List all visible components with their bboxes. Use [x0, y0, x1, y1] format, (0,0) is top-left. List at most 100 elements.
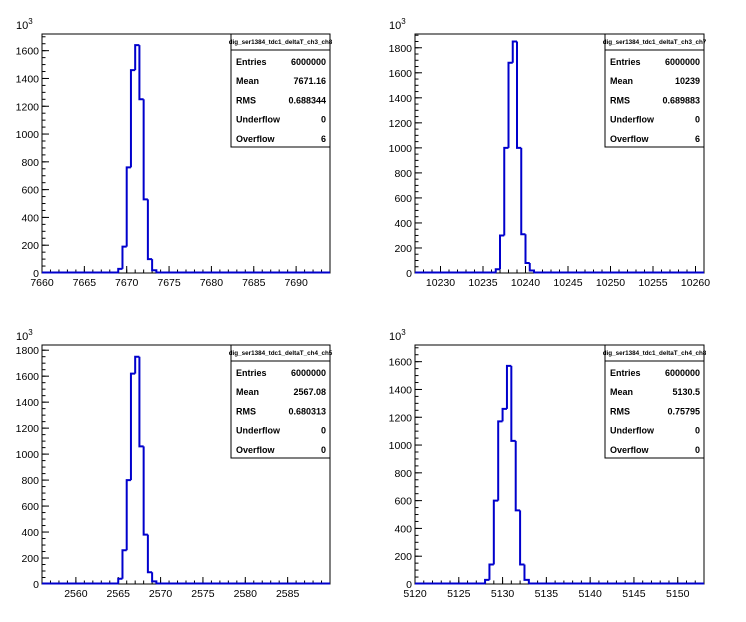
histogram-bin [121, 549, 127, 579]
y-tick-label: 1800 [389, 43, 413, 55]
stats-box-name: dig_ser1384_tdc1_deltaT_ch3_ch8 [229, 39, 333, 46]
y-tick-label: 800 [394, 168, 412, 180]
histogram-bin [494, 268, 500, 273]
histogram-bin [507, 61, 513, 148]
histogram-bin [501, 407, 507, 422]
x-tick-label: 10250 [596, 277, 625, 289]
stats-value-rms: 0.689883 [662, 95, 700, 105]
y-tick-label: 1200 [16, 101, 40, 113]
histogram-bins [415, 40, 704, 274]
y-tick-label: 0 [33, 579, 39, 591]
histogram-bin [511, 40, 517, 63]
stats-value-rms: 0.688344 [288, 95, 326, 105]
histogram-panel-1: 0 200 400 600 800 1000 1200 1400 1600 103 7660 7665… [16, 17, 333, 289]
histogram-bin [151, 259, 158, 273]
stats-value-entries: 6000000 [291, 368, 326, 378]
x-tick-label: 10260 [681, 277, 710, 289]
x-tick-label: 10235 [468, 277, 497, 289]
y-multiplier-base: 10 [16, 20, 28, 32]
y-tick-label: 600 [21, 501, 39, 513]
histogram-bin [134, 355, 140, 374]
y-tick-label: 200 [21, 553, 39, 565]
y-tick-label: 1400 [389, 384, 413, 396]
y-tick-label: 0 [406, 268, 412, 280]
histogram-bin [503, 146, 509, 236]
histogram-bin [516, 41, 522, 149]
stats-label-rms: RMS [236, 406, 256, 416]
x-tick-label: 2575 [191, 588, 215, 600]
stats-label-entries: Entries [610, 368, 641, 378]
y-tick-label: 1600 [389, 68, 413, 80]
x-tick-label: 5150 [666, 588, 690, 600]
x-tick-label: 10230 [426, 277, 455, 289]
y-multiplier-base: 10 [389, 331, 401, 343]
histogram-bin [117, 267, 123, 273]
x-tick-label: 5130 [491, 588, 515, 600]
stats-box-name: dig_ser1384_tdc1_deltaT_ch4_ch5 [229, 350, 333, 357]
y-multiplier-exponent: 3 [28, 17, 33, 26]
y-tick-label: 400 [394, 523, 412, 535]
y-multiplier-exponent: 3 [401, 328, 406, 337]
histogram-bin [125, 166, 131, 247]
stats-box-frame [230, 33, 331, 148]
histogram-bin [142, 446, 148, 536]
histogram-bin [484, 578, 490, 584]
histogram-bins [42, 44, 330, 274]
stats-value-entries: 6000000 [665, 368, 700, 378]
x-tick-label: 7665 [73, 277, 97, 289]
histogram-bin [138, 356, 144, 448]
y-tick-label: 1400 [16, 73, 40, 85]
stats-value-mean: 10239 [675, 76, 700, 86]
histogram-panel-2: 0 200 400 600 800 1000 1200 1400 1600 1800 103 1023… [389, 17, 711, 289]
y-tick-label: 800 [394, 468, 412, 480]
histogram-bins [42, 355, 330, 585]
histogram-bin [514, 440, 521, 512]
histogram-bin [492, 499, 499, 565]
y-tick-label: 1000 [16, 129, 40, 141]
y-tick-label: 1000 [389, 143, 413, 155]
histogram-bin [523, 564, 530, 584]
y-multiplier-exponent: 3 [401, 17, 406, 26]
histogram-bin [125, 479, 131, 551]
stats-label-mean: Mean [236, 76, 259, 86]
histogram-bin [519, 510, 525, 566]
y-tick-label: 1800 [16, 345, 40, 357]
stats-value-underflow: 0 [321, 115, 326, 125]
stats-value-rms: 0.75795 [667, 406, 700, 416]
x-tick-label: 5125 [447, 588, 471, 600]
stats-value-mean: 2567.08 [293, 387, 326, 397]
x-tick-label: 2585 [276, 588, 300, 600]
histogram-bin [499, 234, 505, 270]
stats-value-underflow: 0 [321, 426, 326, 436]
histogram-bin [134, 44, 140, 71]
histogram-bin [117, 577, 123, 584]
x-tick-label: 2570 [149, 588, 173, 600]
stats-label-mean: Mean [610, 387, 633, 397]
histogram-bin [129, 69, 136, 168]
histogram-bins [415, 364, 704, 585]
x-tick-label: 2580 [234, 588, 258, 600]
stats-box-frame [604, 33, 705, 148]
histogram-bin [510, 365, 516, 442]
y-tick-label: 200 [394, 243, 412, 255]
histogram-bin [520, 147, 526, 236]
stats-label-overflow: Overflow [610, 134, 650, 144]
stats-label-entries: Entries [236, 368, 267, 378]
histogram-bin [138, 45, 144, 101]
stats-value-entries: 6000000 [665, 57, 700, 67]
histogram-bin [121, 245, 127, 269]
y-tick-label: 1200 [16, 423, 40, 435]
stats-value-mean: 7671.16 [293, 76, 326, 86]
stats-label-entries: Entries [610, 57, 641, 67]
y-tick-label: 1200 [389, 412, 413, 424]
histogram-bin [505, 364, 512, 409]
stats-value-mean: 5130.5 [672, 387, 700, 397]
stats-label-underflow: Underflow [610, 426, 655, 436]
x-tick-label: 10240 [511, 277, 540, 289]
x-tick-label: 7680 [200, 277, 224, 289]
y-tick-label: 1200 [389, 118, 413, 130]
x-tick-label: 10245 [553, 277, 582, 289]
